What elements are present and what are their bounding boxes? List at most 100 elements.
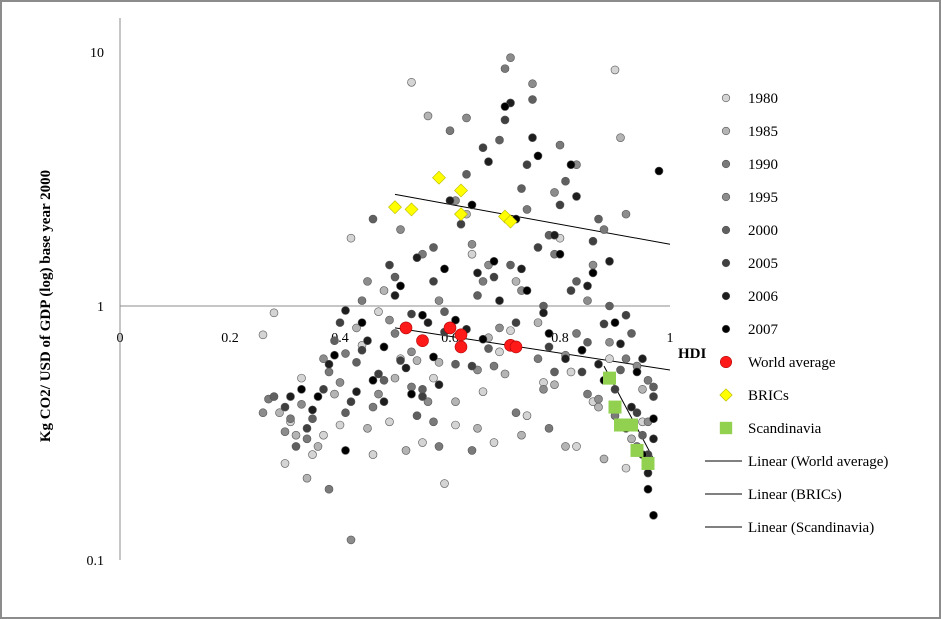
point-1990 xyxy=(368,402,378,412)
point-2000 xyxy=(440,307,449,316)
legend-label-2007: 2007 xyxy=(748,322,779,338)
point-2000 xyxy=(561,176,570,186)
legend-label-linear-scandinavia: Linear (Scandinavia) xyxy=(748,520,874,536)
point-1990 xyxy=(429,417,438,427)
point-1995 xyxy=(374,389,383,399)
point-2006 xyxy=(484,157,493,166)
point-1980 xyxy=(280,459,290,468)
point-2006 xyxy=(473,268,482,278)
point-1980 xyxy=(374,307,383,316)
point-2000 xyxy=(495,135,504,145)
point-2006 xyxy=(308,405,317,415)
point-2000 xyxy=(605,301,614,311)
point-2007 xyxy=(632,367,642,377)
point-1995 xyxy=(467,239,477,249)
point-2000 xyxy=(506,260,515,270)
point-2005 xyxy=(555,200,565,210)
point-1985 xyxy=(533,318,543,327)
y-tick-label: 10 xyxy=(90,46,104,61)
point-1980 xyxy=(610,65,620,75)
legend-swatch-1985 xyxy=(721,126,731,136)
point-2000 xyxy=(269,392,279,401)
point-world-average xyxy=(399,321,413,335)
point-2007 xyxy=(313,392,323,401)
legend-label-1995: 1995 xyxy=(748,190,778,206)
legend-label-linear-brics: Linear (BRICs) xyxy=(748,487,842,503)
point-1980 xyxy=(407,77,416,87)
point-1980 xyxy=(467,249,477,259)
point-2005 xyxy=(456,219,466,229)
point-2006 xyxy=(550,230,559,240)
point-2000 xyxy=(649,382,658,392)
point-scandinavia xyxy=(608,400,622,414)
point-1985 xyxy=(451,397,460,406)
point-2007 xyxy=(368,375,378,385)
point-2006 xyxy=(572,192,581,201)
point-2005 xyxy=(544,342,554,352)
y-tick-label: 0.1 xyxy=(87,554,105,569)
point-2006 xyxy=(583,281,592,291)
point-2007 xyxy=(379,342,389,352)
point-1985 xyxy=(412,356,422,365)
point-2005 xyxy=(346,397,356,406)
point-1990 xyxy=(643,375,653,385)
point-1990 xyxy=(544,423,554,433)
legend-label-1990: 1990 xyxy=(748,157,778,173)
point-1980 xyxy=(605,354,614,364)
point-1980 xyxy=(385,417,394,427)
point-2005 xyxy=(577,367,587,377)
point-2005 xyxy=(407,309,416,319)
legend-label-1985: 1985 xyxy=(748,124,778,140)
point-1980 xyxy=(319,430,328,440)
point-2005 xyxy=(489,272,499,282)
point-1985 xyxy=(473,423,482,433)
point-2007 xyxy=(418,310,427,320)
point-2000 xyxy=(594,214,603,224)
point-2005 xyxy=(511,318,521,327)
point-2000 xyxy=(379,375,389,385)
point-2000 xyxy=(418,384,427,394)
point-2000 xyxy=(341,408,350,418)
point-2006 xyxy=(423,318,433,327)
point-2000 xyxy=(352,358,361,367)
legend-swatch-2007 xyxy=(721,324,731,334)
point-2007 xyxy=(341,446,350,455)
point-world-average xyxy=(416,334,429,348)
point-brics xyxy=(432,170,446,185)
legend-label-brics: BRICs xyxy=(748,388,789,404)
point-1980 xyxy=(269,308,279,318)
point-2007 xyxy=(522,286,532,295)
point-1980 xyxy=(506,326,515,335)
point-2006 xyxy=(528,133,537,142)
point-2007 xyxy=(649,510,658,520)
trend-line-linear-world-average xyxy=(394,327,671,371)
legend-swatch-2005 xyxy=(721,258,731,268)
point-1980 xyxy=(418,438,427,447)
point-brics xyxy=(503,214,518,229)
point-2005 xyxy=(632,408,642,418)
point-1980 xyxy=(522,411,532,420)
point-2006 xyxy=(539,308,548,318)
point-1980 xyxy=(566,367,576,377)
point-2000 xyxy=(308,414,317,423)
point-1985 xyxy=(302,473,312,483)
x-tick-label: 0 xyxy=(117,331,124,346)
point-2000 xyxy=(368,214,378,224)
point-2007 xyxy=(396,281,405,291)
point-2000 xyxy=(627,329,636,338)
point-2007 xyxy=(500,102,510,111)
point-1985 xyxy=(594,402,603,412)
point-2007 xyxy=(478,334,488,344)
point-2005 xyxy=(385,260,394,270)
point-2005 xyxy=(566,286,576,295)
point-1990 xyxy=(583,389,592,399)
point-1980 xyxy=(621,463,631,473)
point-1995 xyxy=(434,296,444,305)
point-2005 xyxy=(319,384,328,394)
point-1995 xyxy=(588,260,598,270)
point-2000 xyxy=(451,359,460,369)
point-1990 xyxy=(599,225,609,234)
point-1985 xyxy=(550,380,559,389)
point-2005 xyxy=(533,243,543,252)
